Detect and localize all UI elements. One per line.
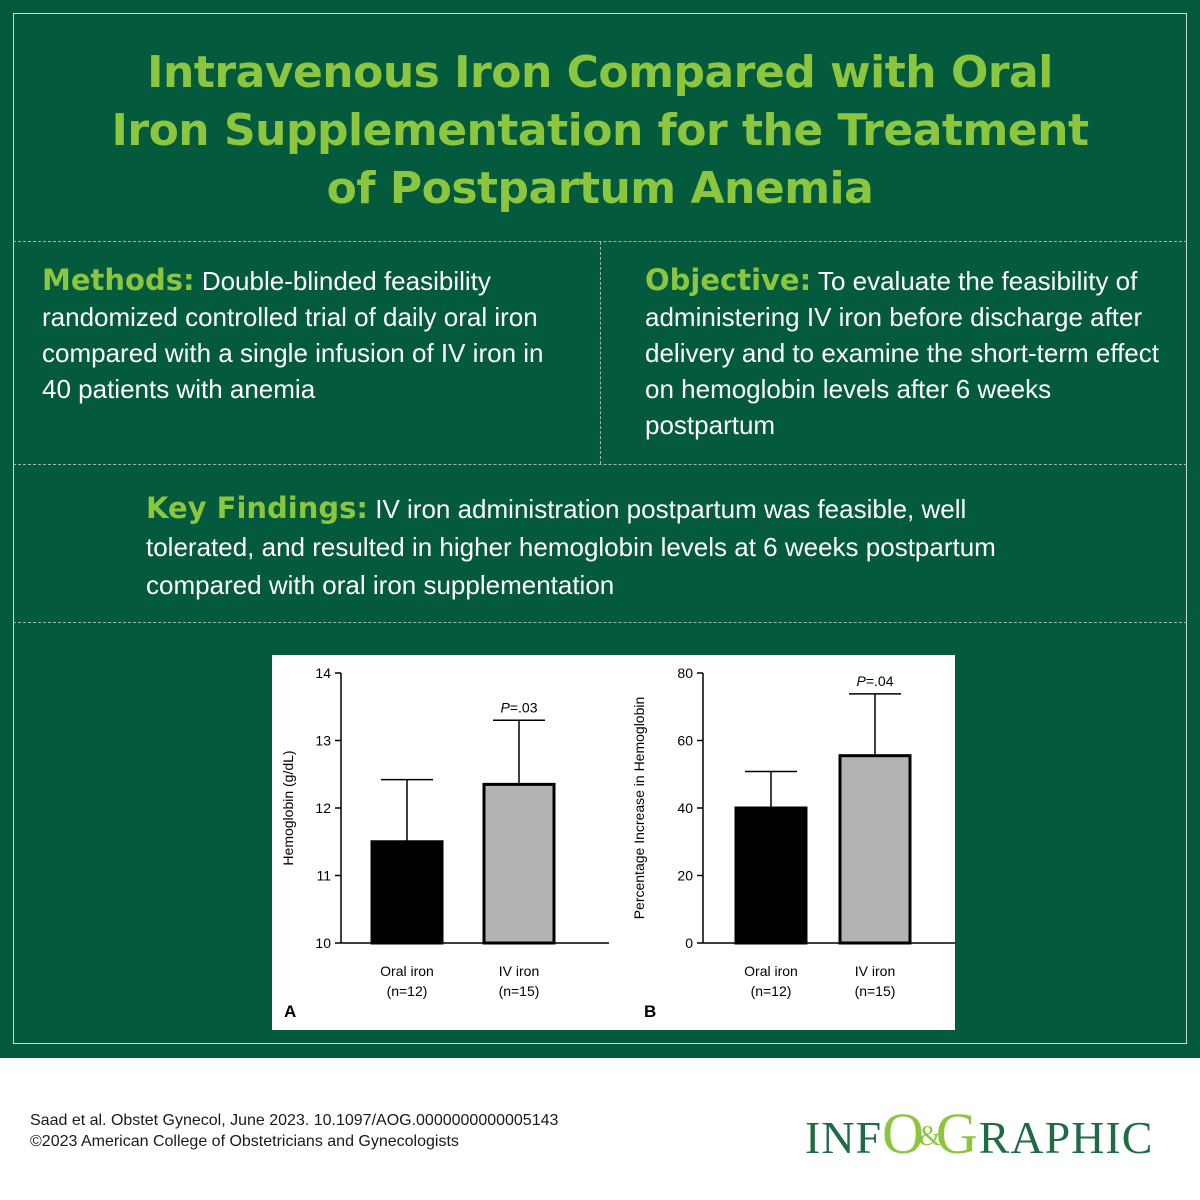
chart-b-y-axis-label: Percentage Increase in Hemoglobin <box>631 697 647 920</box>
chart-a-y-axis-label: Hemoglobin (g/dL) <box>280 750 296 865</box>
chart-b-category-label: IV iron <box>855 963 895 979</box>
chart-a-y-tick-label: 12 <box>315 800 331 816</box>
logo-part-1: INF <box>805 1112 883 1163</box>
chart-a-bar-iv-iron <box>482 782 556 945</box>
bar-charts: 10 11 12 13 14 Hemoglobin (g/dL) Oral iron (n=1… <box>280 665 955 1021</box>
objective-section: Objective: To evaluate the feasibility o… <box>645 262 1165 443</box>
key-findings-text: IV iron administration postpartum was fe… <box>146 494 996 600</box>
chart-b-category-note: (n=12) <box>751 983 792 999</box>
logo-part-4: RAPHIC <box>978 1112 1154 1163</box>
chart-a-y-tick-label: 10 <box>315 935 331 951</box>
chart-a-category-note: (n=15) <box>499 983 540 999</box>
title-line-2: Iron Supplementation for the Treatment <box>111 105 1090 156</box>
bar-chart-figure: 10 11 12 13 14 Hemoglobin (g/dL) Oral iron (n=1… <box>272 655 955 1030</box>
chart-b-y-tick-label: 40 <box>677 800 693 816</box>
divider-middle <box>13 464 1187 465</box>
chart-b-panel-label: B <box>644 1002 656 1021</box>
chart-b-y-tick-label: 80 <box>677 665 693 681</box>
chart-a-category-label: Oral iron <box>380 963 434 979</box>
methods-section: Methods: Double-blinded feasibility rand… <box>42 262 562 407</box>
chart-a-y-tick-label: 14 <box>315 665 331 681</box>
chart-a-category-note: (n=12) <box>387 983 428 999</box>
chart-b-bar-iv-iron <box>838 754 912 945</box>
chart-a-y-tick-label: 13 <box>315 733 331 749</box>
logo-part-2: O <box>882 1101 926 1166</box>
title-line-3: of Postpartum Anemia <box>326 163 874 214</box>
copyright-text: ©2023 American College of Obstetricians … <box>30 1133 459 1150</box>
chart-b-p-value-annotation: P=.04 <box>857 673 894 689</box>
objective-text: To evaluate the feasibility of administe… <box>645 266 1159 440</box>
title-line-1: Intravenous Iron Compared with Oral <box>147 47 1053 98</box>
divider-vertical <box>600 242 601 464</box>
infographic-logo: INFO&GRAPHIC <box>805 1100 1154 1166</box>
chart-a-panel-label: A <box>284 1002 296 1021</box>
citation-footer: Saad et al. Obstet Gynecol, June 2023. 1… <box>30 1110 558 1152</box>
key-findings-section: Key Findings: IV iron administration pos… <box>146 489 1066 604</box>
chart-a-p-value-annotation: P=.03 <box>501 699 538 715</box>
logo-part-3: G <box>935 1101 979 1166</box>
chart-b-bar-oral-iron <box>734 806 808 945</box>
infographic-title: Intravenous Iron Compared with Oral Iron… <box>60 44 1140 218</box>
key-findings-label: Key Findings: <box>146 491 368 525</box>
methods-text: Double-blinded feasibility randomized co… <box>42 266 544 404</box>
chart-a-bar-oral-iron <box>370 840 444 945</box>
chart-a-category-label: IV iron <box>499 963 539 979</box>
logo-ampersand: & <box>919 1121 942 1152</box>
objective-label: Objective: <box>645 263 812 297</box>
chart-b-y-tick-label: 0 <box>685 935 693 951</box>
chart-b-category-note: (n=15) <box>855 983 896 999</box>
methods-label: Methods: <box>42 263 195 297</box>
chart-b-y-tick-label: 20 <box>677 868 693 884</box>
chart-b-category-label: Oral iron <box>744 963 798 979</box>
citation-text: Saad et al. Obstet Gynecol, June 2023. 1… <box>30 1112 559 1129</box>
chart-a-y-tick-label: 11 <box>316 868 331 884</box>
divider-top <box>13 241 1187 242</box>
divider-bottom <box>13 622 1187 623</box>
chart-b-y-tick-label: 60 <box>677 733 693 749</box>
panel-frame <box>13 13 1187 1044</box>
